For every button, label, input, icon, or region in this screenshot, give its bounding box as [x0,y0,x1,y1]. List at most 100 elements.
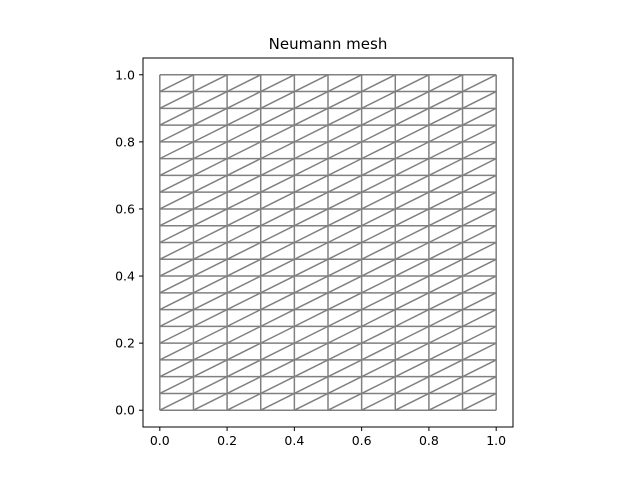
mesh-diagonal-edge [462,191,497,210]
mesh-diagonal-edge [361,225,396,244]
mesh-diagonal-edge [193,342,228,361]
mesh-diagonal-edge [294,157,329,177]
mesh-diagonal-edge [159,392,194,411]
mesh-diagonal-edge [294,342,329,361]
mesh-diagonal-edge [159,308,194,328]
mesh-diagonal-edge [394,258,430,277]
mesh-diagonal-edge [260,342,295,361]
mesh-diagonal-edge [226,107,262,126]
mesh-diagonal-edge [226,241,262,260]
mesh-diagonal-edge [428,308,463,328]
mesh-diagonal-edge [193,157,228,177]
mesh-diagonal-edge [361,292,396,311]
mesh-diagonal-edge [193,124,228,143]
mesh-diagonal-edge [462,107,497,126]
mesh-diagonal-edge [394,124,430,143]
mesh-diagonal-edge [226,308,262,328]
mesh-diagonal-edge [193,325,228,344]
mesh-diagonal-edge [462,308,497,328]
mesh-diagonal-edge [260,308,295,328]
mesh-diagonal-edge [226,174,262,193]
mesh-diagonal-edge [361,174,396,193]
mesh-diagonal-edge [394,325,430,344]
mesh-diagonal-edge [361,124,396,143]
x-tick-label: 0.6 [352,433,372,448]
mesh-diagonal-edge [193,225,228,244]
mesh-diagonal-edge [394,359,430,378]
mesh-diagonal-edge [294,308,329,328]
mesh-diagonal-edge [327,174,362,193]
mesh-diagonal-edge [294,174,329,193]
mesh-diagonal-edge [294,359,329,378]
mesh-diagonal-edge [361,141,396,160]
y-tick-label: 0.8 [115,134,135,149]
mesh-diagonal-edge [327,258,362,277]
mesh-diagonal-edge [428,157,463,177]
mesh-diagonal-edge [260,191,295,210]
mesh-diagonal-edge [327,124,362,143]
mesh-diagonal-edge [361,107,396,126]
mesh-diagonal-edge [260,124,295,143]
mesh-diagonal-edge [361,191,396,210]
mesh-diagonal-edge [361,308,396,328]
mesh-diagonal-edge [260,359,295,378]
mesh-diagonal-edge [327,90,362,109]
mesh-diagonal-edge [394,392,430,411]
mesh-diagonal-edge [193,275,228,294]
x-tick-label: 0.2 [217,433,237,448]
mesh-diagonal-edge [394,107,430,126]
mesh-diagonal-edge [294,292,329,311]
mesh-diagonal-edge [462,157,497,177]
mesh-diagonal-edge [361,90,396,109]
mesh-diagonal-edge [159,359,194,378]
mesh-diagonal-edge [462,359,497,378]
mesh-diagonal-edge [260,325,295,344]
mesh-diagonal-edge [327,191,362,210]
mesh-diagonal-edge [260,74,295,93]
mesh-diagonal-edge [428,392,463,411]
mesh-diagonal-edge [260,174,295,193]
mesh-diagonal-edge [294,208,329,227]
mesh-diagonal-edge [294,107,329,126]
mesh-diagonal-edge [327,208,362,227]
mesh-diagonal-edge [327,308,362,328]
mesh-diagonal-edge [260,376,295,395]
mesh-diagonal-edge [260,107,295,126]
mesh-diagonal-edge [428,376,463,395]
mesh-diagonal-edge [361,376,396,395]
mesh-diagonal-edge [327,342,362,361]
x-tick-label: 1.0 [486,433,506,448]
mesh-diagonal-edge [327,107,362,126]
mesh-diagonal-edge [193,90,228,109]
mesh-diagonal-edge [327,74,362,93]
mesh-diagonal-edge [394,308,430,328]
mesh-diagonal-edge [193,191,228,210]
mesh-diagonal-edge [260,292,295,311]
mesh-diagonal-edge [260,275,295,294]
mesh-diagonal-edge [193,208,228,227]
mesh-diagonal-edge [226,225,262,244]
mesh-diagonal-edge [394,174,430,193]
mesh-diagonal-edge [428,225,463,244]
mesh-diagonal-edge [193,141,228,160]
mesh-diagonal-edge [361,392,396,411]
mesh-diagonal-edge [226,342,262,361]
mesh-diagonal-edge [226,376,262,395]
y-tick-label: 0.4 [115,269,135,284]
mesh-diagonal-edge [462,392,497,411]
mesh-diagonal-edge [462,208,497,227]
mesh-diagonal-edge [462,275,497,294]
mesh-diagonal-edge [159,124,194,143]
mesh-diagonal-edge [327,241,362,260]
mesh-diagonal-edge [394,191,430,210]
mesh-diagonal-edge [226,141,262,160]
mesh-diagonal-edge [361,342,396,361]
mesh-diagonal-edge [226,124,262,143]
mesh-diagonal-edge [462,241,497,260]
mesh-diagonal-edge [428,74,463,93]
x-tick-label: 0.8 [419,433,439,448]
mesh-diagonal-edge [193,376,228,395]
mesh-diagonal-edge [462,325,497,344]
mesh-diagonal-edge [361,258,396,277]
